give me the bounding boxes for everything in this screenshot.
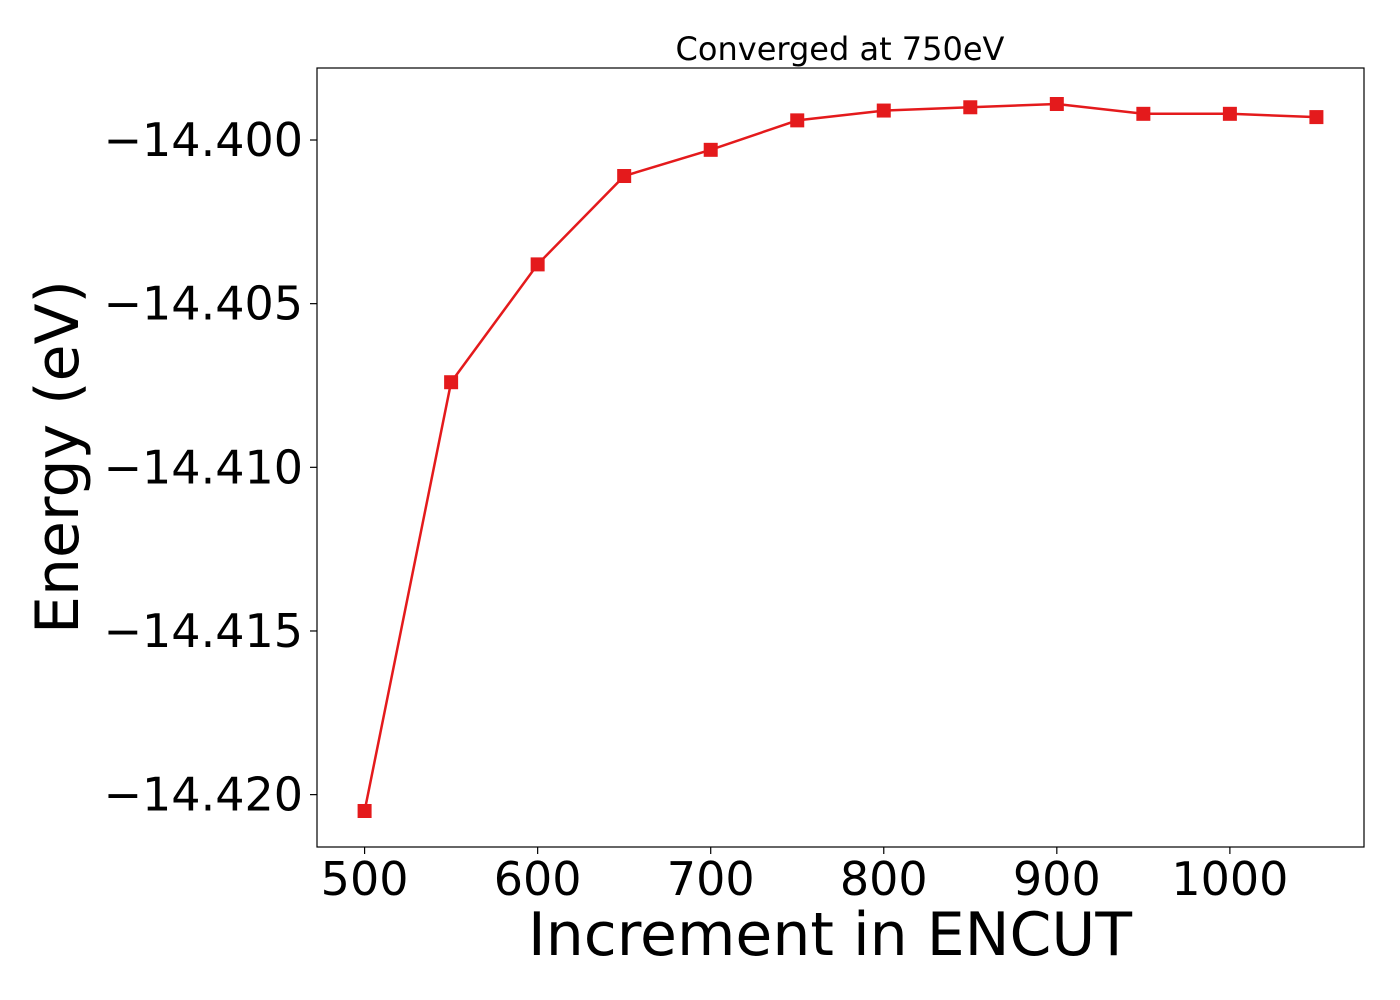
y-tick-label: −14.405: [104, 277, 304, 331]
data-point-marker: [876, 103, 891, 118]
axes-frame: [316, 67, 1365, 848]
data-point-marker: [790, 113, 805, 128]
y-tick-label: −14.410: [104, 440, 304, 494]
x-tick-label: 500: [321, 852, 409, 906]
y-axis-label: Energy (eV): [23, 280, 93, 634]
data-point-marker: [703, 142, 718, 157]
data-point-marker: [1222, 106, 1237, 121]
series-layer: [357, 97, 1324, 818]
data-point-marker: [444, 375, 459, 390]
x-tick-label: 1000: [1171, 852, 1288, 906]
y-tick-label: −14.415: [104, 604, 304, 658]
x-tick-label: 800: [840, 852, 928, 906]
x-tick-label: 900: [1013, 852, 1101, 906]
y-tick-label: −14.420: [104, 768, 304, 822]
data-point-marker: [357, 803, 372, 818]
data-point-marker: [1136, 106, 1151, 121]
x-tick-label: 600: [494, 852, 582, 906]
data-point-marker: [1309, 110, 1324, 125]
x-tick-label: 700: [667, 852, 755, 906]
data-point-marker: [963, 100, 978, 115]
data-point-marker: [530, 257, 545, 272]
plot-area: [316, 67, 1365, 848]
x-axis-label: Increment in ENCUT: [528, 900, 1132, 970]
x-axis: 500 600 700 800 900 1000: [321, 847, 1288, 906]
y-tick-label: −14.400: [104, 113, 304, 167]
y-axis: −14.400 −14.405 −14.410 −14.415 −14.420: [104, 113, 317, 822]
chart-title: Converged at 750eV: [676, 30, 1005, 68]
series-line: [363, 102, 1317, 812]
data-point-marker: [1049, 97, 1064, 112]
data-point-marker: [617, 169, 632, 184]
